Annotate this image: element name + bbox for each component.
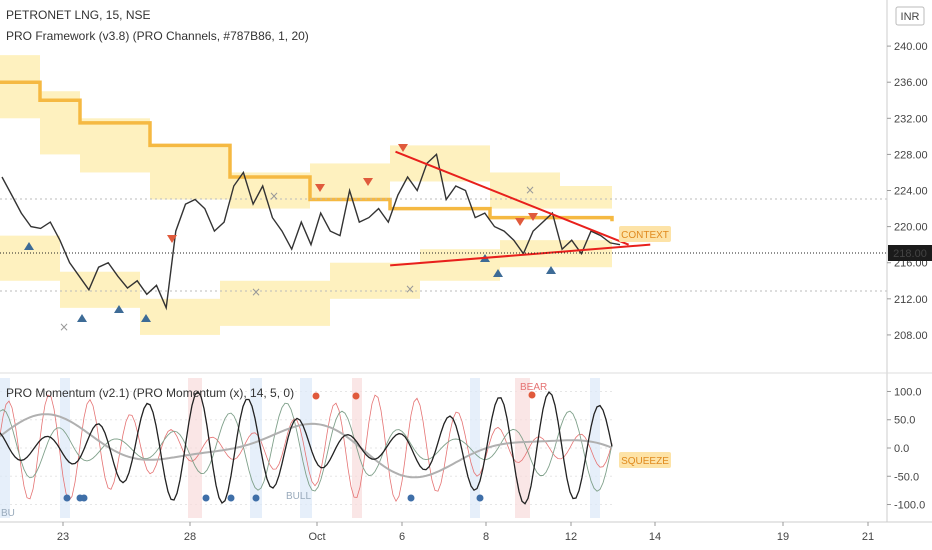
channel-band [330, 262, 420, 299]
time-tick-label: 8 [483, 531, 489, 543]
momentum-tick-label: 0.0 [894, 443, 909, 455]
momentum-red-line [0, 394, 613, 503]
price-axis[interactable]: 208.00212.00216.00220.00224.00228.00232.… [887, 41, 928, 342]
channel-band [390, 145, 490, 182]
price-tick-label: 212.00 [894, 294, 928, 306]
triangle-down-icon [515, 218, 525, 226]
momentum-tick-label: -50.0 [894, 471, 919, 483]
channel-band [220, 280, 330, 326]
triangle-up-icon [546, 266, 556, 274]
price-tick-label: 240.00 [894, 41, 928, 53]
channel-band [140, 298, 220, 335]
symbol-title: PETRONET LNG, 15, NSE [6, 8, 151, 22]
momentum-main-line [0, 390, 613, 505]
triangle-up-icon [114, 305, 124, 313]
momentum-gray-line [0, 413, 613, 479]
indicator-title: PRO Framework (v3.8) (PRO Channels, #787… [6, 29, 309, 43]
momentum-dot-red [312, 392, 320, 400]
price-line [1, 153, 621, 311]
momentum-stripe [60, 378, 70, 518]
time-tick-label: 19 [777, 531, 789, 543]
triangle-up-icon [24, 242, 34, 250]
time-tick-label: 14 [649, 531, 661, 543]
currency-text: INR [901, 11, 920, 23]
momentum-tick-label: 100.0 [894, 386, 922, 398]
time-tick-label: 21 [862, 531, 874, 543]
momentum-panel [0, 374, 887, 522]
momentum-stripe [0, 378, 10, 518]
triangle-up-icon [77, 314, 87, 322]
time-tick-label: 6 [399, 531, 405, 543]
momentum-stripe [470, 378, 480, 518]
channel-midline [0, 80, 614, 222]
price-tick-label: 236.00 [894, 77, 928, 89]
momentum-dot-blue [202, 494, 210, 502]
channel-band [60, 271, 140, 308]
momentum-tick-label: -100.0 [894, 500, 925, 512]
time-tick-label: Oct [308, 531, 325, 543]
momentum-dot-blue [252, 494, 260, 502]
price-tick-label: 224.00 [894, 186, 928, 198]
price-tick-label: 228.00 [894, 149, 928, 161]
context-tag: CONTEXT [619, 226, 671, 242]
momentum-dot-red [352, 392, 360, 400]
triangle-down-icon [398, 144, 408, 152]
trendline-upper[interactable] [395, 150, 630, 246]
momentum-dot-blue [476, 494, 484, 502]
momentum-title: PRO Momentum (v2.1) (PRO Momentum (x), 1… [6, 386, 294, 400]
channel-band [420, 249, 500, 281]
context-label: CONTEXT [621, 230, 669, 241]
cross-marker-icon: × [251, 285, 261, 299]
momentum-stripe [590, 378, 600, 518]
momentum-dot-blue [407, 494, 415, 502]
triangle-down-icon [315, 184, 325, 192]
momentum-stripe [515, 378, 530, 518]
price-tick-label: 232.00 [894, 113, 928, 125]
time-tick-label: 28 [184, 531, 196, 543]
cross-marker-icon: × [525, 183, 535, 197]
channel-band [150, 145, 230, 200]
cross-marker-icon: × [59, 320, 69, 334]
price-tick-label: 208.00 [894, 330, 928, 342]
momentum-stripe [188, 378, 202, 518]
time-tick-label: 12 [565, 531, 577, 543]
channel-band [80, 118, 150, 173]
momentum-green-line [0, 402, 613, 492]
last-price-badge: 218.00 [888, 245, 932, 261]
squeeze-label: SQUEEZE [621, 456, 669, 467]
triangle-down-icon [528, 213, 538, 221]
squeeze-tag: SQUEEZE [619, 452, 671, 468]
momentum-dot-blue [80, 494, 88, 502]
momentum-dot-blue [63, 494, 71, 502]
triangle-down-icon [167, 235, 177, 243]
last-price-label: 218.00 [893, 248, 927, 260]
time-tick-label: 23 [57, 531, 69, 543]
triangle-down-icon [363, 178, 373, 186]
trendline-lower[interactable] [390, 243, 651, 267]
time-axis[interactable]: 23 28 Oct 6 8 12 14 19 21 [57, 522, 874, 543]
cross-marker-icon: × [405, 282, 415, 296]
momentum-dot-blue [227, 494, 235, 502]
currency-badge[interactable]: INR [895, 6, 925, 26]
bull-left-label: BU [1, 508, 15, 519]
triangle-up-icon [141, 314, 151, 322]
price-tick-label: 220.00 [894, 222, 928, 234]
momentum-tick-label: 50.0 [894, 415, 915, 427]
channel-band [500, 240, 612, 268]
bear-label: BEAR [520, 382, 547, 393]
channel-band [0, 55, 40, 119]
bull-label: BULL [286, 491, 311, 502]
triangle-up-icon [493, 269, 503, 277]
momentum-axis[interactable]: 100.0 50.0 0.0 -50.0 -100.0 [887, 386, 925, 512]
momentum-series [0, 378, 613, 518]
channel-band [0, 235, 60, 281]
channel-band [560, 186, 612, 209]
momentum-dot-red [528, 391, 536, 399]
cross-marker-icon: × [269, 189, 279, 203]
price-series: × × × × × [1, 144, 621, 334]
